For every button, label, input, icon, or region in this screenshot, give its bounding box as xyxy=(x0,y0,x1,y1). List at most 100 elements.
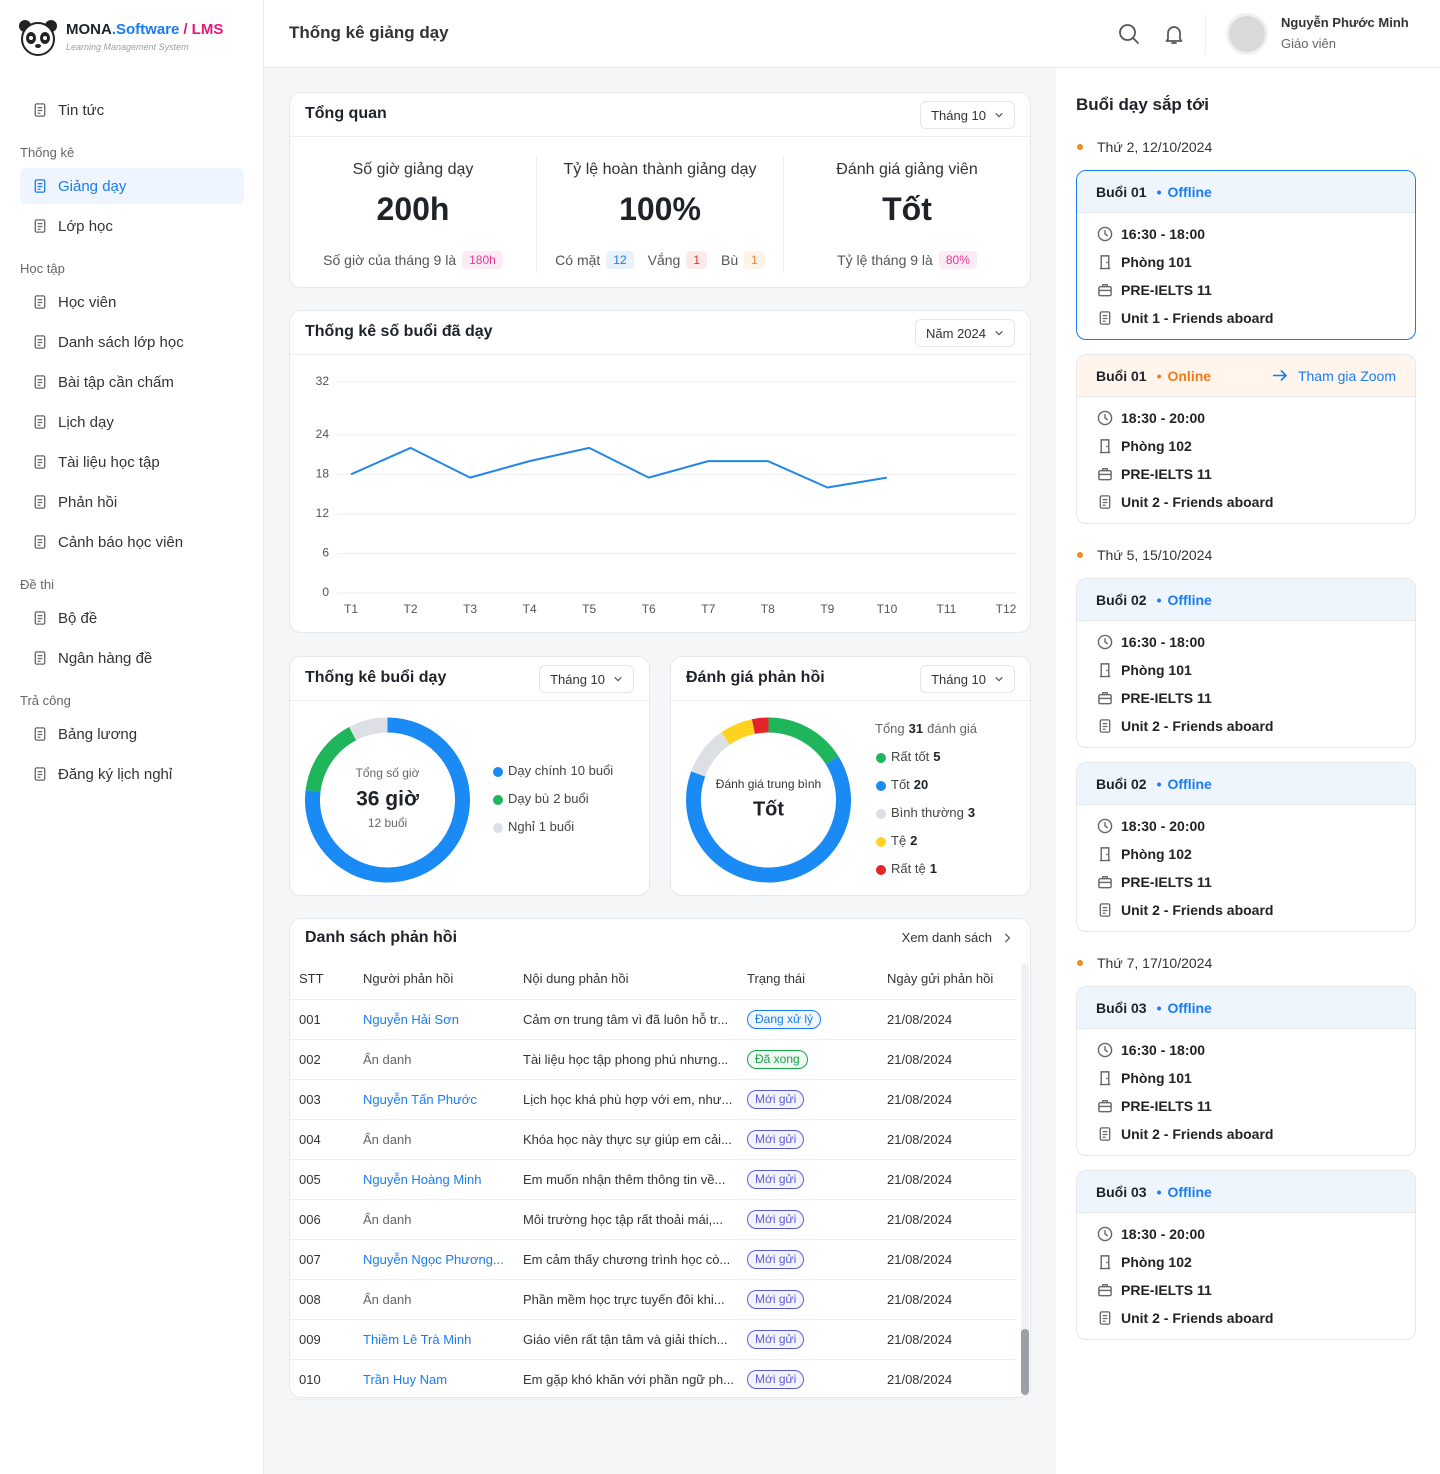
stat-label: Tỷ lệ hoàn thành giảng dạy xyxy=(563,161,757,178)
session-bullet: • xyxy=(1156,999,1162,1016)
notification-button[interactable] xyxy=(1162,22,1186,46)
legend-total: Tổng 31 đánh giá xyxy=(875,721,978,736)
scrollbar-thumb[interactable] xyxy=(1021,1329,1029,1395)
icon-bag xyxy=(1098,692,1112,705)
nav-label: Danh sách lớp học xyxy=(58,333,184,351)
icon-part xyxy=(37,615,43,622)
cell-content: Em muốn nhận thêm thông tin về... xyxy=(514,1159,738,1200)
session-unit-text: Unit 2 - Friends aboard xyxy=(1121,718,1274,734)
table-row[interactable]: 006 Ẩn danh Môi trường học tập rất thoải m… xyxy=(290,1199,1017,1240)
icon-doc xyxy=(34,375,46,389)
legend-label: Bình thường xyxy=(891,805,964,820)
legend-dot xyxy=(493,823,503,833)
stat-note: Số giờ của tháng 9 là 180h xyxy=(290,248,536,272)
session-room-text: Phòng 102 xyxy=(1121,846,1192,862)
legend-label: Tốt xyxy=(891,777,910,792)
session-course: PRE-IELTS 11 xyxy=(1097,684,1395,712)
icon-part xyxy=(1102,907,1108,914)
table-row[interactable]: 009 Thiềm Lê Trà Minh Giáo viên rất tận tâ… xyxy=(290,1319,1017,1360)
nav-item[interactable]: Tài liệu học tập xyxy=(20,442,244,482)
table-row[interactable]: 010 Trần Huy Nam Em gặp khó khăn với phần … xyxy=(290,1359,1017,1400)
cell-date: 21/08/2024 xyxy=(878,1159,1017,1200)
icon-part xyxy=(1099,903,1111,917)
filter-dropdown[interactable]: Tháng 10 xyxy=(920,665,1015,693)
table-row[interactable]: 007 Nguyễn Ngọc Phương... Em cảm thấy chươ… xyxy=(290,1239,1017,1280)
session-header: Buổi 01 • Online Tham gia Zoom xyxy=(1077,355,1415,397)
stat-label: Đánh giá giảng viên xyxy=(836,161,978,178)
cell-id: 001 xyxy=(290,999,354,1040)
icon-doc xyxy=(34,651,46,665)
stat-part-label: Có mặt xyxy=(555,252,601,268)
stat-value: 100% xyxy=(619,191,701,227)
zoom-label: Tham gia Zoom xyxy=(1297,367,1396,384)
nav-item[interactable]: Phản hồi xyxy=(20,482,244,522)
session-card[interactable]: Buổi 03 • Offline 16:30 - 18:00 Phòng 101 PRE… xyxy=(1076,986,1416,1156)
lesson-chart-card: Thống kê buổi dạy Tháng 10 Tổng số giờ 36 g… xyxy=(289,656,650,896)
icon-part xyxy=(34,335,46,349)
logo[interactable]: MONA.Software / LMS Learning Management S… xyxy=(18,18,258,58)
badge: 12 xyxy=(606,251,634,269)
icon-part xyxy=(1098,468,1112,476)
nav-label: Phản hồi xyxy=(58,493,118,511)
table-row[interactable]: 001 Nguyễn Hải Sơn Cảm ơn trung tâm vì đã … xyxy=(290,999,1017,1040)
table-row[interactable]: 002 Ẩn danh Tài liệu học tập phong phú như… xyxy=(290,1039,1017,1080)
user-name: Nguyễn Phước Minh xyxy=(1281,15,1409,30)
nav-item[interactable]: Lớp học xyxy=(20,206,244,246)
status-pill: Mới gửi xyxy=(747,1089,805,1109)
table-row[interactable]: 003 Nguyễn Tấn Phước Lịch học khá phù hợp … xyxy=(290,1079,1017,1120)
stat: Tỷ lệ hoàn thành giảng dạy 100% Có mặt 12 Vắ… xyxy=(536,155,783,273)
session-card[interactable]: Buổi 01 • Offline 16:30 - 18:00 Phòng 101 PRE… xyxy=(1076,170,1416,340)
cell-status: Đang xử lý xyxy=(738,999,878,1040)
icon-part xyxy=(37,419,43,426)
session-card[interactable]: Buổi 02 • Offline 16:30 - 18:00 Phòng 101 PRE… xyxy=(1076,578,1416,748)
cell-date: 21/08/2024 xyxy=(878,999,1017,1040)
icon-doc xyxy=(1099,311,1111,325)
avatar[interactable] xyxy=(1226,13,1268,55)
card-header: Đánh giá phản hồi Tháng 10 xyxy=(671,657,1030,701)
line-chart: 0 6 12 18 24 32 T1 T2 T3 T4 T5 T6 T7 T8 T9 T10 T11 T12 xyxy=(316,374,1017,616)
nav-item[interactable]: Danh sách lớp học xyxy=(20,322,244,362)
view-all-link[interactable]: Xem danh sách xyxy=(902,930,1014,945)
search-button[interactable] xyxy=(1117,22,1141,46)
nav-item[interactable]: Học viên xyxy=(20,282,244,322)
icon-part xyxy=(1099,495,1111,509)
nav-item[interactable]: Giảng dạy xyxy=(20,166,244,206)
donut-segment xyxy=(349,717,388,741)
icon-bag xyxy=(1098,876,1112,889)
nav-item[interactable]: Đăng ký lịch nghỉ xyxy=(20,754,244,794)
session-bullet: • xyxy=(1156,591,1162,608)
table-row[interactable]: 008 Ẩn danh Phần mềm học trực tuyến đôi kh… xyxy=(290,1279,1017,1320)
nav-label: Tin tức xyxy=(58,101,105,119)
session-time-text: 16:30 - 18:00 xyxy=(1121,1042,1206,1058)
donut-chart: Tổng số giờ 36 giờ 12 buổi Dạy chính 10 buổi… xyxy=(305,717,613,883)
session-card[interactable]: Buổi 02 • Offline 18:30 - 20:00 Phòng 102 PRE… xyxy=(1076,762,1416,932)
total-value: 31 xyxy=(909,721,923,736)
nav-item[interactable]: Ngân hàng đề xyxy=(20,638,244,678)
day-heading: Thứ 7, 17/10/2024 xyxy=(1076,940,1416,986)
filter-dropdown[interactable]: Tháng 10 xyxy=(920,101,1015,129)
nav-item[interactable]: Bảng lương xyxy=(20,714,244,754)
table-row[interactable]: 005 Nguyễn Hoàng Minh Em muốn nhận thêm th… xyxy=(290,1159,1017,1200)
session-name: Buổi 02 xyxy=(1096,591,1147,608)
filter-dropdown[interactable]: Tháng 10 xyxy=(539,665,634,693)
filter-dropdown[interactable]: Năm 2024 xyxy=(915,319,1015,347)
scrollbar-track xyxy=(1021,963,1029,1395)
session-body: 16:30 - 18:00 Phòng 101 PRE-IELTS 11 Unit 2… xyxy=(1077,621,1415,747)
session-card[interactable]: Buổi 01 • Online Tham gia Zoom 18:30 - 20:00… xyxy=(1076,354,1416,524)
nav-item[interactable]: Tin tức xyxy=(20,90,244,130)
nav-item[interactable]: Cảnh báo học viên xyxy=(20,522,244,562)
center-value: 36 giờ xyxy=(356,788,419,811)
nav-label: Bảng lương xyxy=(58,725,138,743)
nav-item[interactable]: Bài tập cần chấm xyxy=(20,362,244,402)
legend-item: Rất tệ 1 xyxy=(891,861,937,876)
donut-segment xyxy=(691,732,731,777)
session-card[interactable]: Buổi 03 • Offline 18:30 - 20:00 Phòng 102 PRE… xyxy=(1076,1170,1416,1340)
cell-date: 21/08/2024 xyxy=(878,1239,1017,1280)
icon-part xyxy=(1272,369,1288,382)
zoom-link[interactable]: Tham gia Zoom xyxy=(1271,367,1396,384)
nav-item[interactable]: Bộ đề xyxy=(20,598,244,638)
nav-item[interactable]: Lịch dạy xyxy=(20,402,244,442)
icon-doc xyxy=(34,767,46,781)
table-row[interactable]: 004 Ẩn danh Khóa học này thực sự giúp em c… xyxy=(290,1119,1017,1160)
